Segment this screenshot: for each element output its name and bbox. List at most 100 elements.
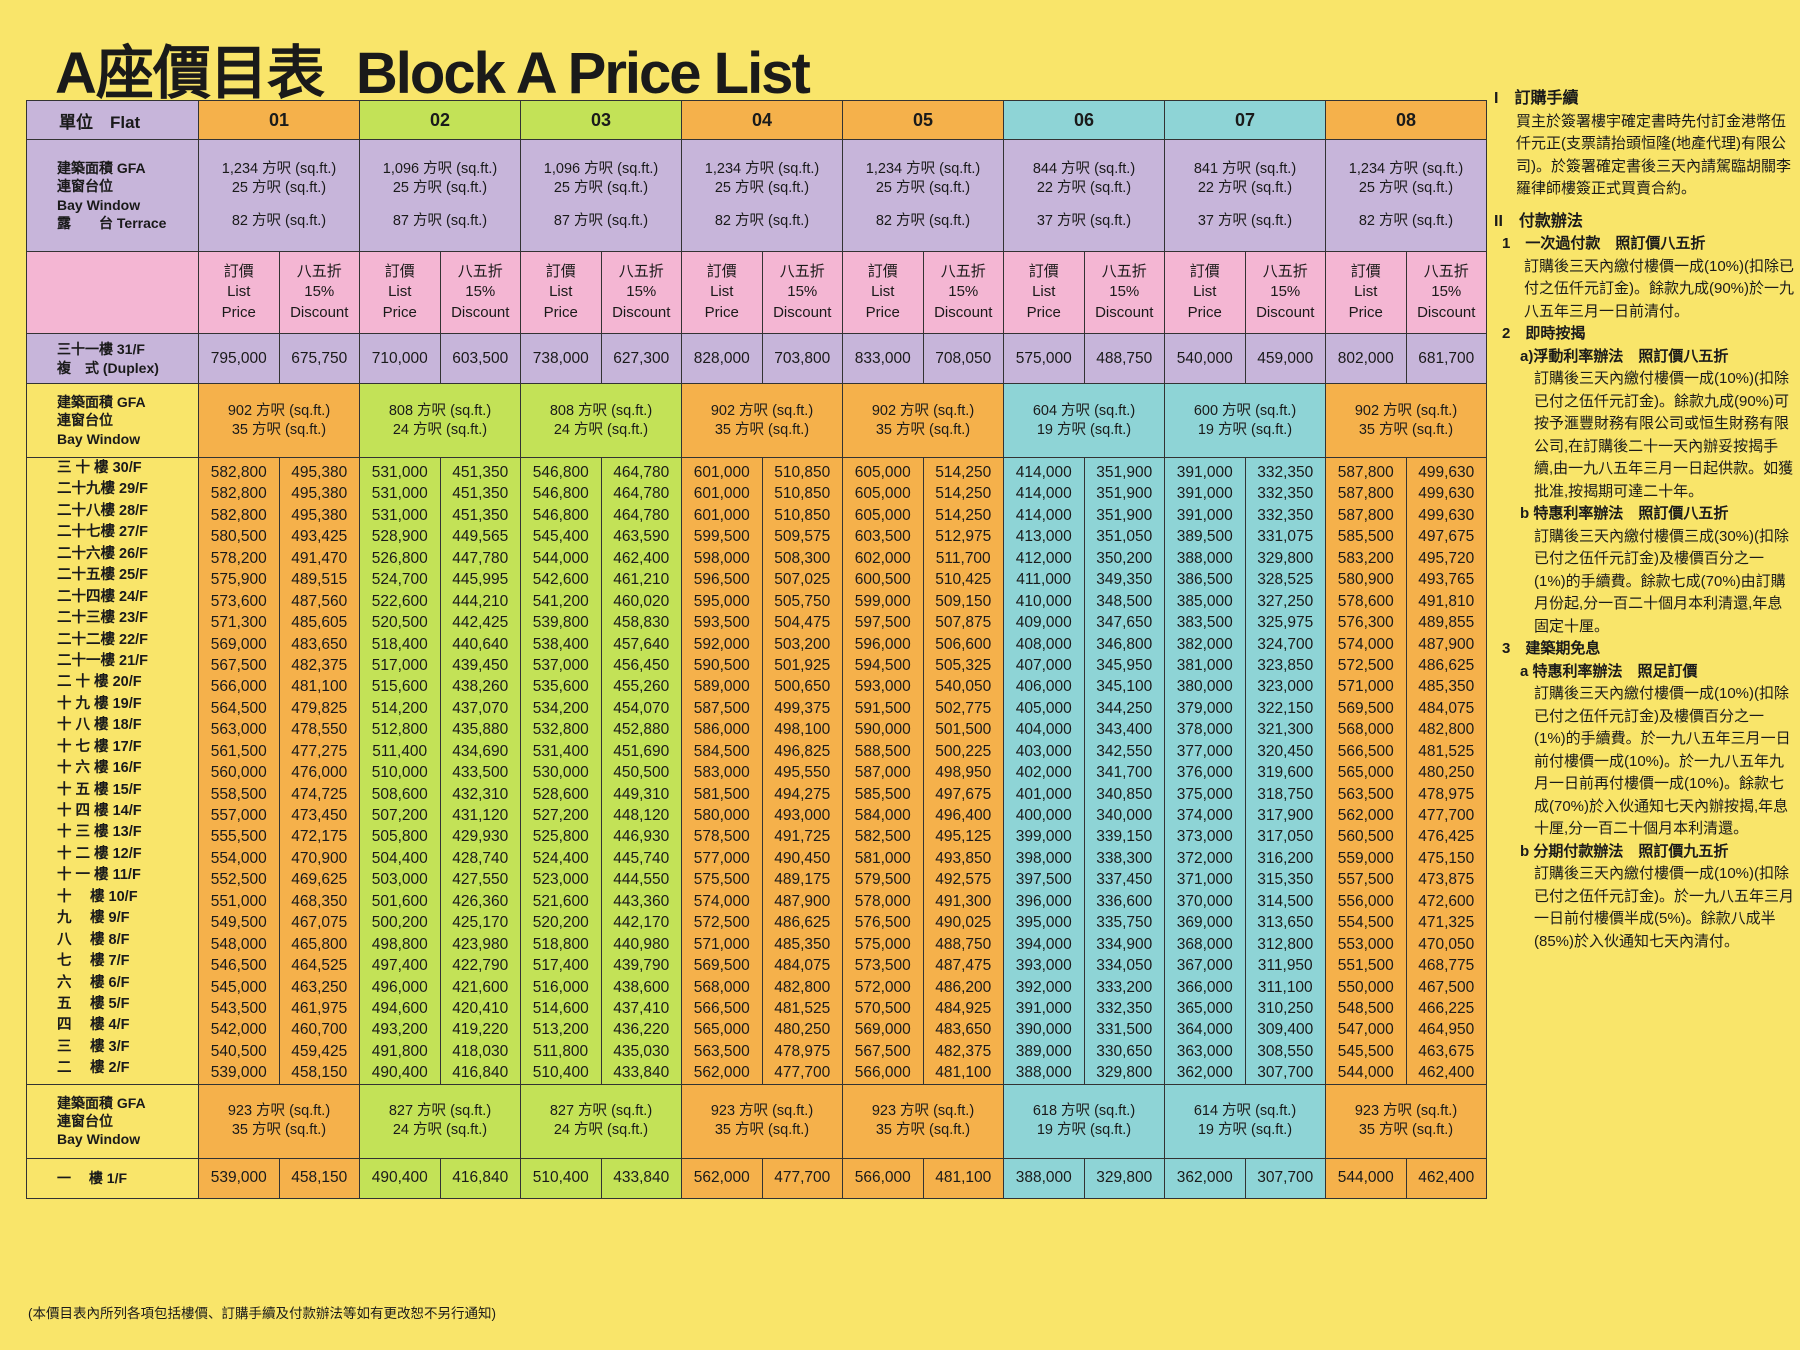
- unit-header: 04: [681, 100, 843, 140]
- list-price: 559,000: [1337, 849, 1394, 867]
- discount-price: 540,050: [935, 678, 992, 696]
- list-price-column: 546,800 546,800 546,800 545,400 544,000 542,6…: [520, 457, 602, 1085]
- list-price: 535,600: [532, 678, 589, 696]
- gfa-cell: 902 方呎 (sq.ft.) 35 方呎 (sq.ft.): [842, 383, 1004, 458]
- discount-price: 462,400: [613, 549, 670, 567]
- discount-price: 497,675: [935, 785, 992, 803]
- gfa-cell: 808 方呎 (sq.ft.) 24 方呎 (sq.ft.): [359, 383, 521, 458]
- list-price: 589,000: [693, 678, 750, 696]
- floor-label: 二十四樓 24/F: [57, 588, 149, 605]
- gfa-label-line: Bay Window: [57, 1131, 141, 1148]
- floor-label: 二十五樓 25/F: [57, 567, 149, 584]
- list-price: 551,500: [1337, 957, 1394, 975]
- list-price: 362,000: [1176, 1064, 1233, 1082]
- payment-construction-heading: 3 建築期免息: [1502, 640, 1601, 657]
- discount-price: 456,450: [613, 656, 670, 674]
- discount-header-line: Discount: [290, 303, 349, 321]
- discount-header-line: Discount: [934, 303, 993, 321]
- list-price: 580,000: [693, 807, 750, 824]
- discount-price: 481,100: [291, 678, 348, 696]
- discount-price: 485,605: [291, 614, 348, 632]
- list-price: 363,000: [1176, 1042, 1233, 1060]
- list-price-header: 訂價 List Price: [1003, 251, 1085, 334]
- gfa-row-middle: 建築面積 GFA 連窗台位 Bay Window 902 方呎 (sq.ft.) 35 …: [26, 383, 1487, 458]
- discount-price: 431,120: [452, 807, 509, 824]
- list-price: 531,000: [371, 464, 428, 481]
- list-price: 414,000: [1015, 485, 1072, 503]
- discount-price: 333,200: [1096, 978, 1153, 996]
- list-price: 575,500: [693, 871, 750, 889]
- gfa-value: 618 方呎 (sq.ft.): [1032, 1103, 1136, 1120]
- discount-header-line: 15%: [465, 283, 496, 301]
- list-price: 574,000: [1337, 635, 1394, 653]
- floor-labels: 三 十 樓 30/F 二十九樓 29/F 二十八樓 28/F 二十七樓 27/F 二十六…: [26, 457, 199, 1085]
- discount-header-line: 八五折: [940, 263, 986, 281]
- list-price: 507,200: [371, 807, 428, 824]
- discount-price: 473,450: [291, 807, 348, 824]
- list-price: 573,600: [210, 592, 267, 610]
- list-price: 570,500: [854, 999, 911, 1017]
- list-price: 542,600: [532, 571, 589, 589]
- list-price: 568,000: [1337, 721, 1394, 739]
- discount-price: 499,375: [774, 699, 831, 717]
- gfa-value: 923 方呎 (sq.ft.): [227, 1103, 331, 1120]
- list-price: 524,700: [371, 571, 428, 589]
- discount-price: 498,100: [774, 721, 831, 739]
- list-price: 738,000: [520, 333, 602, 384]
- bay-window-value: 24 方呎 (sq.ft.): [553, 421, 649, 438]
- discount-price: 433,840: [600, 1157, 682, 1199]
- gfa-cell: 1,234 方呎 (sq.ft.) 25 方呎 (sq.ft.) 82 方呎 (sq…: [1325, 139, 1487, 252]
- list-price: 556,000: [1337, 892, 1394, 910]
- list-price: 580,500: [210, 528, 267, 546]
- discount-price: 334,900: [1096, 935, 1153, 953]
- list-price: 563,000: [210, 721, 267, 739]
- list-price: 578,600: [1337, 592, 1394, 610]
- list-price: 390,000: [1015, 1021, 1072, 1039]
- list-price-column: 605,000 605,000 605,000 603,500 602,000 600,5…: [842, 457, 924, 1085]
- discount-price: 433,840: [613, 1064, 670, 1082]
- discount-price: 458,150: [278, 1157, 360, 1199]
- discount-price: 499,630: [1418, 506, 1475, 524]
- discount-price: 504,475: [774, 614, 831, 632]
- list-price: 400,000: [1015, 807, 1072, 824]
- discount-price: 314,500: [1257, 892, 1314, 910]
- list-price: 365,000: [1176, 999, 1233, 1017]
- list-price: 590,500: [693, 656, 750, 674]
- gfa-label-line: Bay Window: [57, 196, 141, 213]
- list-price: 378,000: [1176, 721, 1233, 739]
- unit-header: 02: [359, 100, 521, 140]
- list-price: 511,800: [533, 1042, 589, 1060]
- list-price: 549,500: [210, 914, 267, 932]
- discount-price: 482,375: [291, 656, 348, 674]
- discount-price: 437,070: [452, 699, 509, 717]
- list-price: 537,000: [532, 656, 589, 674]
- discount-price: 501,500: [935, 721, 992, 739]
- discount-price: 455,260: [613, 678, 670, 696]
- discount-price: 464,950: [1418, 1021, 1475, 1039]
- discount-price: 485,350: [1418, 678, 1475, 696]
- gfa-cell: 827 方呎 (sq.ft.) 24 方呎 (sq.ft.): [359, 1083, 521, 1159]
- discount-price: 451,350: [452, 464, 509, 481]
- discount-price: 496,825: [774, 742, 831, 760]
- discount-price-column: 464,780 464,780 464,780 463,590 462,400 461,2…: [600, 457, 682, 1085]
- discount-header-line: 八五折: [457, 263, 503, 281]
- list-price: 412,000: [1015, 549, 1072, 567]
- list-price: 597,500: [854, 614, 911, 632]
- list-price: 578,500: [693, 828, 750, 846]
- discount-price: 329,800: [1096, 1064, 1153, 1082]
- list-price: 396,000: [1015, 892, 1072, 910]
- discount-price: 308,550: [1257, 1042, 1314, 1060]
- gfa-cell: 902 方呎 (sq.ft.) 35 方呎 (sq.ft.): [1325, 383, 1487, 458]
- list-price: 515,600: [371, 678, 428, 696]
- list-price: 496,000: [371, 978, 428, 996]
- floor-label: 十 六 樓 16/F: [57, 760, 142, 777]
- list-price: 564,500: [210, 699, 267, 717]
- list-price: 399,000: [1015, 828, 1072, 846]
- discount-price: 460,020: [613, 592, 670, 610]
- list-price: 530,000: [532, 764, 589, 782]
- discount-price: 423,980: [452, 935, 509, 953]
- list-price: 541,200: [532, 592, 589, 610]
- list-price-header-line: Price: [865, 303, 900, 321]
- list-price: 585,500: [1337, 528, 1394, 546]
- bay-window-value: 25 方呎 (sq.ft.): [714, 180, 810, 197]
